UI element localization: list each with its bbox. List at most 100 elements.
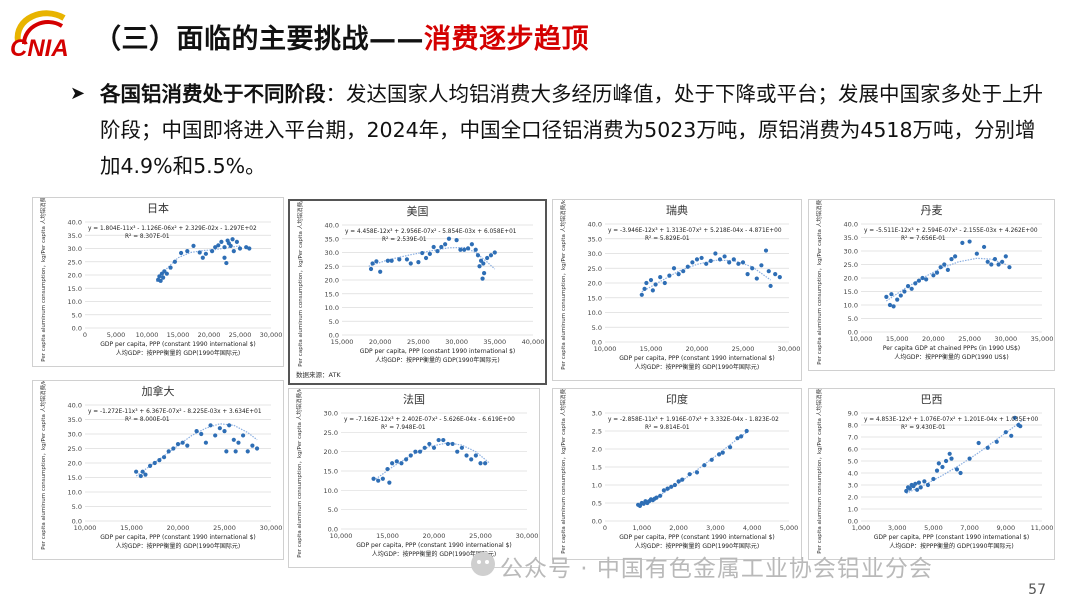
chart-svg: 巴西 0.0 1.0 2.0 3.0 4.0 5.0 6.0 7.0 8.0 9.0 1,000 3,0… (815, 389, 1054, 554)
data-point (397, 257, 402, 262)
data-point (480, 276, 485, 281)
y-axis-label: Per capita aluminum consumption，kg/Per c… (295, 389, 303, 558)
data-point (898, 293, 903, 298)
bullet-text: ：发达国家人均铝消费大多经历峰值，处于下降或平台；发展中国家多处于上升阶段；中国… (100, 82, 1043, 178)
data-point (1003, 430, 1008, 435)
x-axis-label-cn: 人均GDP：按PPP衡量的 GDP(1990年国际元) (116, 349, 241, 357)
data-point (459, 445, 464, 450)
trendline (373, 442, 491, 482)
data-point (904, 488, 909, 494)
data-point (985, 259, 990, 264)
y-tick-label: 0.0 (848, 329, 858, 337)
y-tick-label: 30.0 (324, 410, 338, 418)
chart-title: 加拿大 (142, 384, 175, 398)
data-point (200, 255, 205, 260)
data-point (1018, 424, 1023, 429)
x-tick-label: 4,000 (743, 524, 762, 532)
x-tick-label: 20,000 (423, 532, 446, 540)
data-point (945, 267, 950, 272)
y-tick-label: 10.0 (325, 304, 339, 312)
chart-panel: 加拿大 0.0 5.0 10.0 15.0 20.0 25.0 30.0 35.0 40.0 10,… (32, 380, 284, 560)
data-point (216, 243, 221, 248)
chart-svg: 法国 0.0 5.0 10.0 15.0 20.0 25.0 30.0 10,000 15,000… (295, 389, 538, 558)
y-tick-label: 20.0 (68, 272, 82, 280)
y-tick-label: 5.0 (328, 506, 338, 514)
x-tick-label: 25,000 (213, 524, 236, 532)
data-point (247, 246, 252, 251)
data-point (665, 486, 670, 491)
data-point (924, 277, 929, 282)
y-tick-label: 1.0 (848, 506, 858, 514)
y-tick-label: 35.0 (325, 235, 339, 243)
data-point (378, 269, 383, 274)
data-point (431, 445, 437, 450)
page-number: 57 (1028, 582, 1046, 598)
data-point (454, 238, 459, 243)
data-point (245, 449, 250, 454)
r2-label: R² = 2.539E-01 (382, 236, 427, 243)
y-axis-label: Per capita aluminum consumption，kg/Per c… (39, 198, 47, 362)
data-point (989, 262, 994, 267)
x-axis-label: GDP per capita, PPP (constant 1990 inter… (100, 341, 256, 348)
data-point (455, 449, 460, 454)
equation-label: y = -3.946E-12x³ + 1.313E-07x² + 5.218E-… (608, 227, 782, 234)
data-point (680, 477, 685, 482)
y-tick-label: 5.0 (848, 315, 858, 323)
y-tick-label: 8.0 (848, 422, 858, 430)
x-axis-label-cn: 人均GDP：按PPP衡量的 GDP(1990年国际元) (116, 542, 241, 550)
data-point (702, 463, 707, 468)
y-tick-label: 5.0 (848, 458, 858, 466)
data-point (915, 487, 920, 492)
r2-label: R² = 5.829E-01 (645, 235, 690, 242)
x-tick-label: 30,000 (994, 335, 1017, 343)
x-tick-label: 3,000 (888, 524, 907, 532)
chart-svg: 丹麦 0.0 5.0 10.0 15.0 20.0 25.0 30.0 35.0 40.0 10,0… (815, 200, 1053, 365)
x-tick-label: 11,000 (1031, 524, 1054, 532)
data-point (210, 249, 215, 254)
data-point (477, 264, 482, 269)
x-axis-label-cn: 人均GDP：按PPP衡量的 GDP(1990年国际元) (372, 550, 497, 558)
data-point (676, 479, 681, 484)
data-point (222, 245, 227, 250)
data-point (213, 433, 218, 438)
y-tick-label: 0.0 (329, 332, 339, 340)
y-tick-label: 40.0 (68, 402, 82, 410)
r2-label: R² = 7.656E-01 (901, 235, 946, 242)
data-point (671, 266, 677, 271)
y-tick-label: 0.0 (72, 325, 82, 333)
y-tick-label: 25.0 (325, 263, 339, 271)
x-axis-label-cn: 人均GDP：按PPP衡量的 GDP(1990年国际元) (635, 542, 760, 550)
data-point (222, 429, 227, 434)
x-tick-label: 20,000 (167, 524, 190, 532)
data-point (485, 255, 490, 261)
equation-label: y = -7.162E-12x³ + 2.402E-07x² - 5.626E-… (344, 416, 515, 423)
data-point (913, 481, 918, 486)
chart-svg: 印度 0.0 0.5 1.0 1.5 2.0 2.5 3.0 0 1,000 2,000 3,000 4… (559, 389, 798, 554)
equation-label: y = -5.511E-12x³ + 2.594E-07x² - 2.155E-… (864, 227, 1038, 234)
source-note: 数据来源：ATK (296, 370, 341, 379)
chart-title: 印度 (666, 392, 688, 406)
data-point (445, 441, 451, 447)
data-point (938, 265, 943, 270)
data-point (943, 458, 949, 464)
y-axis-label: Per capita aluminum consumption，kg/Per c… (559, 389, 567, 554)
data-point (138, 473, 143, 479)
chart-panel: 丹麦 0.0 5.0 10.0 15.0 20.0 25.0 30.0 35.0 40.0 10,0… (808, 199, 1055, 371)
arrow-bullet-icon: ➤ (70, 83, 86, 104)
data-point (768, 283, 773, 289)
y-tick-label: 35.0 (68, 232, 82, 240)
data-point (230, 237, 235, 242)
data-point (916, 480, 922, 485)
x-tick-label: 30,000 (445, 338, 468, 346)
data-point (488, 253, 494, 258)
data-point (981, 244, 987, 250)
x-tick-label: 1,000 (852, 524, 871, 532)
data-point (685, 264, 690, 269)
y-tick-label: 25.0 (324, 429, 338, 437)
y-tick-label: 15.0 (324, 468, 338, 476)
data-point (954, 467, 960, 472)
chart-svg: 瑞典 0.0 5.0 10.0 15.0 20.0 25.0 30.0 35.0 40.0 10,0… (559, 200, 800, 371)
y-tick-label: 35.0 (844, 234, 858, 242)
y-tick-label: 40.0 (844, 221, 858, 229)
y-tick-label: 30.0 (68, 245, 82, 253)
